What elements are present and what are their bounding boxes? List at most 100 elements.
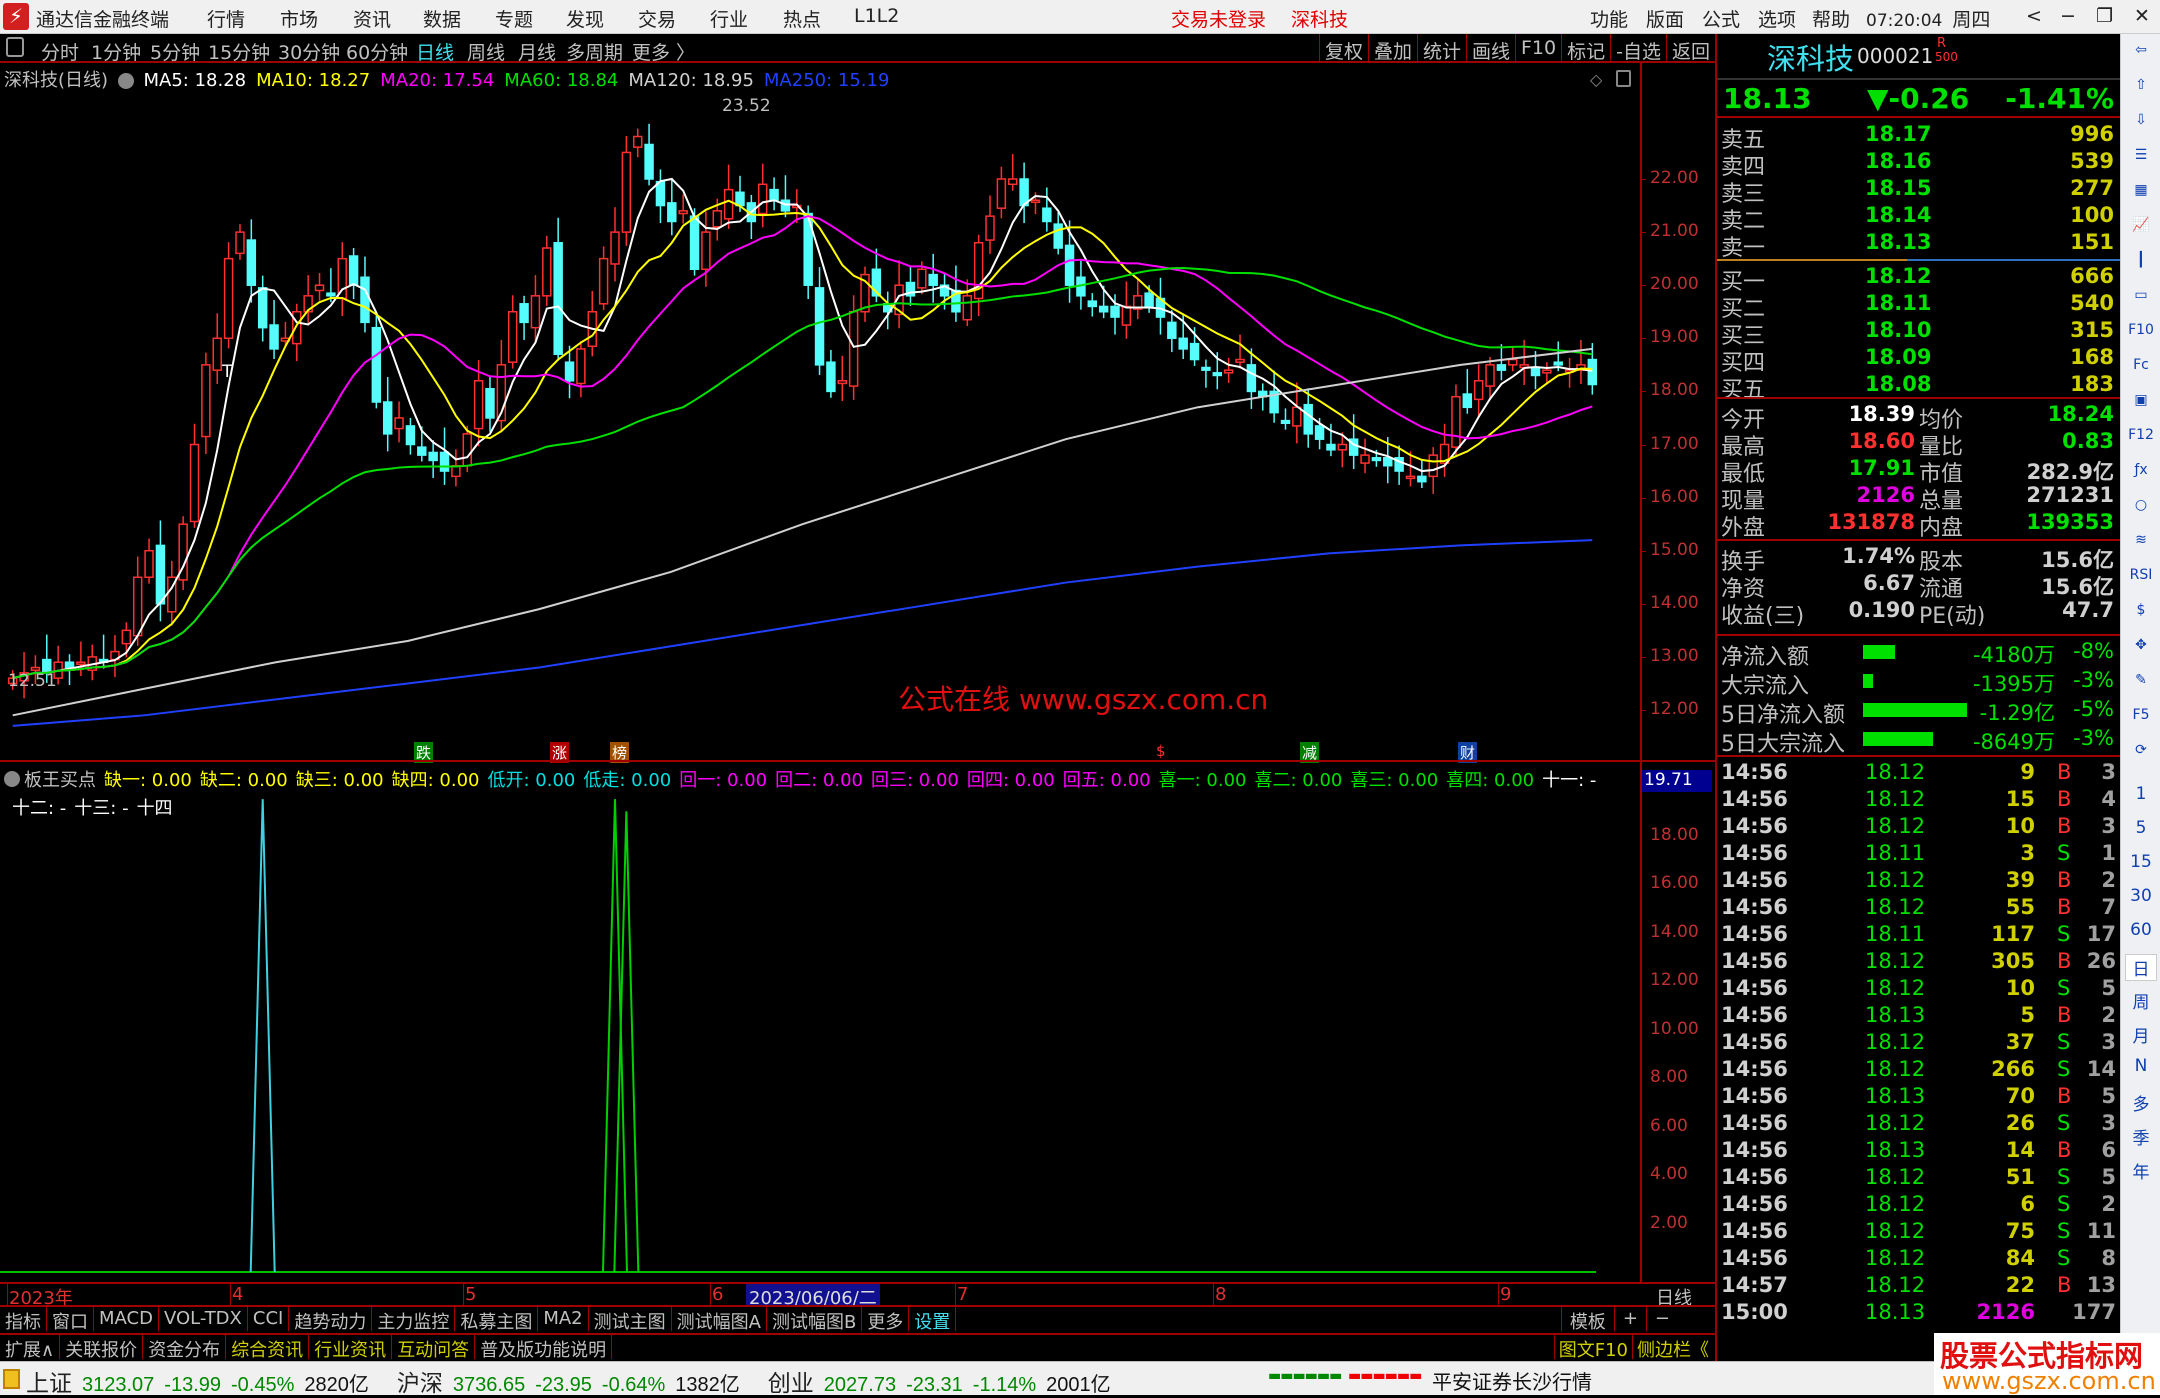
indicator-tab[interactable]: 趋势动力 <box>289 1307 373 1333</box>
event-marker[interactable]: $ <box>1154 742 1168 760</box>
indicator-tab[interactable]: 私募主图 <box>455 1307 539 1333</box>
indicator-tab[interactable]: 测试幅图B <box>767 1307 863 1333</box>
chart-tool-button[interactable]: 叠加 <box>1367 34 1417 63</box>
menu-6[interactable]: 交易 <box>638 9 677 31</box>
table-icon[interactable]: ▦ <box>2134 182 2148 198</box>
fx-icon[interactable]: ƒx <box>2134 462 2148 478</box>
menu-right-3[interactable]: 选项 <box>1758 9 1797 31</box>
extension-tab[interactable]: 资金分布 <box>143 1335 227 1361</box>
indicator-tab[interactable]: 测试主图 <box>589 1307 672 1333</box>
indicator-toggle-icon[interactable] <box>4 771 20 787</box>
close-icon[interactable]: ✕ <box>2134 5 2150 27</box>
indicator-tab[interactable]: 设置 <box>909 1307 957 1333</box>
sidebar-period[interactable]: 60 <box>2130 920 2152 940</box>
sidebar-period[interactable]: N <box>2134 1056 2148 1076</box>
sidebar-period[interactable]: 季 <box>2132 1129 2150 1149</box>
indicator-tab[interactable]: 指标 <box>0 1307 47 1333</box>
menu-right-2[interactable]: 公式 <box>1702 9 1741 31</box>
wave-icon[interactable]: ≋ <box>2135 532 2147 548</box>
event-marker[interactable]: 涨 <box>550 742 570 763</box>
period-tab[interactable]: 15分钟 <box>208 42 271 64</box>
arrow-down-icon[interactable]: ⇩ <box>2135 112 2147 128</box>
market-icon[interactable] <box>3 1369 20 1389</box>
sidebar-period[interactable]: 多 <box>2132 1095 2150 1115</box>
sidebar-period[interactable]: 5 <box>2135 818 2147 838</box>
extension-tab[interactable]: 综合资讯 <box>226 1335 310 1361</box>
restore-icon[interactable]: ❐ <box>2096 5 2114 27</box>
chart-tool-button[interactable]: 标记 <box>1561 34 1610 63</box>
indicator-tab[interactable]: CCI <box>248 1307 290 1331</box>
f5-icon[interactable]: F5 <box>2132 707 2150 723</box>
rsi-icon[interactable]: RSI <box>2129 567 2153 583</box>
indicator-chart[interactable] <box>0 790 1640 1284</box>
period-tab[interactable]: 5分钟 <box>150 42 201 64</box>
event-marker[interactable]: 减 <box>1300 742 1320 763</box>
fc-icon[interactable]: Fc <box>2133 357 2149 373</box>
template-button[interactable]: 模板 <box>1560 1307 1614 1333</box>
minimize-icon[interactable]: − <box>2060 5 2076 27</box>
extension-tab[interactable]: 普及版功能说明 <box>475 1335 613 1361</box>
menu-7[interactable]: 行业 <box>710 9 749 31</box>
side-toggle-button[interactable]: 侧边栏《 <box>1632 1335 1713 1361</box>
side-toggle-button[interactable]: 图文F10 <box>1553 1335 1632 1361</box>
indicator-tab[interactable]: 测试幅图A <box>672 1307 767 1333</box>
sidebar-period[interactable]: 15 <box>2130 852 2152 872</box>
indicator-tab[interactable]: VOL-TDX <box>159 1307 248 1331</box>
sidebar-period[interactable]: 1 <box>2135 784 2147 804</box>
template-button[interactable]: − <box>1645 1307 1678 1331</box>
pencil-icon[interactable]: ✎ <box>2135 672 2147 688</box>
period-tab[interactable]: 30分钟 <box>278 42 341 64</box>
back-icon[interactable]: < <box>2026 5 2042 27</box>
calendar-icon[interactable]: ▣ <box>2134 392 2148 408</box>
arrow-left-icon[interactable]: ⇦ <box>2135 42 2147 58</box>
sidebar-period[interactable]: 30 <box>2130 886 2152 906</box>
indicator-tab[interactable]: MACD <box>94 1307 159 1331</box>
period-tab[interactable]: 周线 <box>467 42 506 64</box>
indicator-tab[interactable]: MA2 <box>538 1307 589 1331</box>
menu-4[interactable]: 专题 <box>495 9 534 31</box>
candle-icon[interactable]: ┃ <box>2136 252 2146 268</box>
login-status[interactable]: 交易未登录 <box>1171 9 1267 31</box>
event-marker[interactable]: 财 <box>1458 742 1478 763</box>
menu-8[interactable]: 热点 <box>783 9 822 31</box>
layout-icon[interactable] <box>1616 70 1631 87</box>
sidebar-period[interactable]: 月 <box>2132 1027 2150 1047</box>
panel-toggle-icon[interactable] <box>6 37 24 57</box>
indicator-tab[interactable]: 窗口 <box>47 1307 94 1333</box>
menu-5[interactable]: 发现 <box>566 9 605 31</box>
f10-icon[interactable]: F10 <box>2128 322 2154 338</box>
indicator-tab[interactable]: 更多 <box>862 1307 910 1333</box>
chart-tool-button[interactable]: 复权 <box>1318 34 1368 63</box>
line-chart-icon[interactable]: 📈 <box>2132 217 2150 233</box>
index-name[interactable]: 上证 <box>26 1371 72 1397</box>
move-icon[interactable]: ✥ <box>2135 637 2147 653</box>
menu-right-0[interactable]: 功能 <box>1590 9 1629 31</box>
sidebar-period[interactable]: 周 <box>2132 993 2150 1013</box>
event-marker[interactable]: 跌 <box>414 742 434 763</box>
arrow-up-icon[interactable]: ⇧ <box>2135 77 2147 93</box>
index-name[interactable]: 创业 <box>767 1371 814 1397</box>
extension-tab[interactable]: 行业资讯 <box>309 1335 393 1361</box>
sidebar-period[interactable]: 年 <box>2132 1163 2150 1183</box>
template-button[interactable]: + <box>1613 1307 1646 1331</box>
chart-tool-button[interactable]: F10 <box>1515 34 1561 61</box>
indicator-name[interactable]: 板王买点 <box>24 770 96 791</box>
period-tab[interactable]: 1分钟 <box>91 42 142 64</box>
legend-toggle-icon[interactable] <box>117 73 134 89</box>
index-name[interactable]: 沪深 <box>396 1371 443 1397</box>
menu-right-1[interactable]: 版面 <box>1646 9 1685 31</box>
period-tab[interactable]: 60分钟 <box>346 42 409 64</box>
extension-tab[interactable]: 关联报价 <box>60 1335 144 1361</box>
chart-tool-button[interactable]: 统计 <box>1416 34 1466 63</box>
menu-3[interactable]: 数据 <box>423 9 462 31</box>
extension-tab[interactable]: 扩展∧ <box>0 1335 61 1361</box>
period-tab[interactable]: 多周期 <box>566 42 624 64</box>
list-icon[interactable]: ☰ <box>2134 147 2148 163</box>
chart-tool-button[interactable]: 返回 <box>1665 34 1715 63</box>
candlestick-chart[interactable] <box>0 63 1640 760</box>
refresh-icon[interactable]: ⟳ <box>2135 742 2147 758</box>
sidebar-period[interactable]: 日 <box>2125 954 2157 981</box>
period-tab[interactable]: 更多 〉 <box>632 42 696 64</box>
f12-icon[interactable]: F12 <box>2128 427 2154 443</box>
menu-1[interactable]: 市场 <box>280 9 319 31</box>
